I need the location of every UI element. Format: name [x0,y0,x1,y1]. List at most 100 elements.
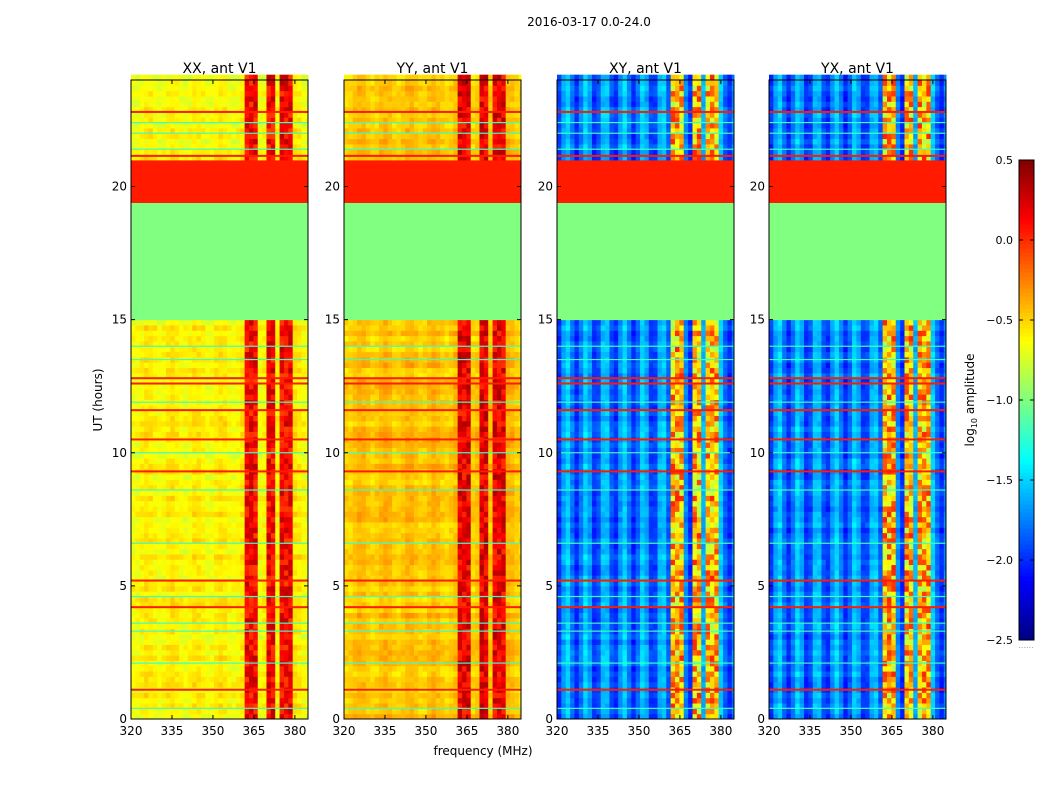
heatmap-cell [139,639,145,645]
heatmap-cell [139,585,145,592]
heatmap-cell [257,527,263,534]
heatmap-cell [131,383,136,390]
heatmap-cell [161,644,167,651]
heatmap-cell [192,511,198,518]
heatmap-cell [144,95,149,102]
heatmap-cell [253,447,259,454]
heatmap-cell [161,607,167,613]
heatmap-cell [257,591,263,598]
heatmap-cell [222,335,228,342]
heatmap-cell [301,101,307,108]
heatmap-cell [292,426,298,432]
heatmap-cell [396,671,402,677]
heatmap-cell [266,95,272,102]
heatmap-cell [387,649,393,656]
heatmap-cell [235,495,241,502]
heatmap-cell [440,639,446,645]
heatmap-cell [249,372,254,379]
heatmap-cell [462,649,467,656]
heatmap-cell [275,143,281,150]
heatmap-cell [131,591,136,598]
heatmap-cell [479,703,485,709]
heatmap-cell [205,639,211,645]
heatmap-cell [396,569,402,576]
heatmap-cell [170,420,176,427]
heatmap-cell [283,404,289,411]
heatmap-cell [192,490,198,496]
heatmap-cell [139,415,145,422]
heatmap-cell [209,516,215,523]
heatmap-cell [240,644,246,651]
heatmap-cell [413,607,419,613]
heatmap-cell [152,420,158,427]
heatmap-cell [231,591,237,598]
heatmap-cell [152,346,158,353]
heatmap-cell [357,708,362,715]
heatmap-cell [209,111,215,118]
heatmap-cell [165,506,171,512]
heatmap-cell [205,90,211,97]
heatmap-cell [400,681,406,688]
heatmap-cell [148,410,154,416]
heatmap-cell [222,580,228,587]
heatmap-cell [240,394,246,400]
heatmap-cell [192,617,198,624]
heatmap-cell [518,580,522,587]
heatmap-cell [135,665,141,672]
heatmap-cell [222,340,228,347]
heatmap-cell [352,681,358,688]
heatmap-cell [174,351,180,358]
heatmap-cell [253,388,259,395]
heatmap-cell [174,330,180,337]
heatmap-cell [165,484,171,491]
heatmap-cell [301,420,307,427]
heatmap-cell [431,617,437,624]
heatmap-cell [170,511,176,518]
heatmap-cell [157,431,163,438]
heatmap-cell [297,655,302,661]
heatmap-cell [144,351,149,358]
heatmap-cell [165,367,171,374]
heatmap-cell [488,569,494,576]
heatmap-cell [222,681,228,688]
heatmap-cell [479,671,485,677]
heatmap-cell [214,601,219,608]
heatmap-cell [139,500,145,507]
heatmap-cell [222,585,228,592]
heatmap-cell [392,591,397,598]
heatmap-cell [357,703,362,709]
heatmap-cell [218,143,224,150]
heatmap-cell [218,516,224,523]
heatmap-cell [292,655,298,661]
heatmap-cell [387,607,393,613]
heatmap-cell [418,607,424,613]
heatmap-cell [283,463,289,470]
heatmap-cell [283,564,289,571]
heatmap-cell [448,564,454,571]
heatmap-cell [209,585,215,592]
heatmap-cell [370,649,376,656]
heatmap-cell [231,346,237,353]
heatmap-cell [374,612,380,619]
heatmap-cell [365,569,371,576]
heatmap-cell [297,665,302,672]
heatmap-cell [257,639,263,645]
heatmap-cell [279,335,285,342]
heatmap-cell [200,367,206,374]
heatmap-cell [183,665,189,672]
heatmap-cell [348,633,354,640]
heatmap-cell [262,154,267,161]
heatmap-cell [288,639,294,645]
heatmap-cell [422,644,428,651]
heatmap-cell [257,426,263,432]
heatmap-cell [139,633,145,640]
heatmap-cell [200,410,206,416]
heatmap-cell [161,543,167,550]
heatmap-cell [348,655,354,661]
heatmap-cell [148,537,154,544]
heatmap-cell [301,394,307,400]
heatmap-cell [148,532,154,539]
heatmap-cell [435,623,441,629]
heatmap-cell [279,591,285,598]
heatmap-cell [161,447,167,454]
